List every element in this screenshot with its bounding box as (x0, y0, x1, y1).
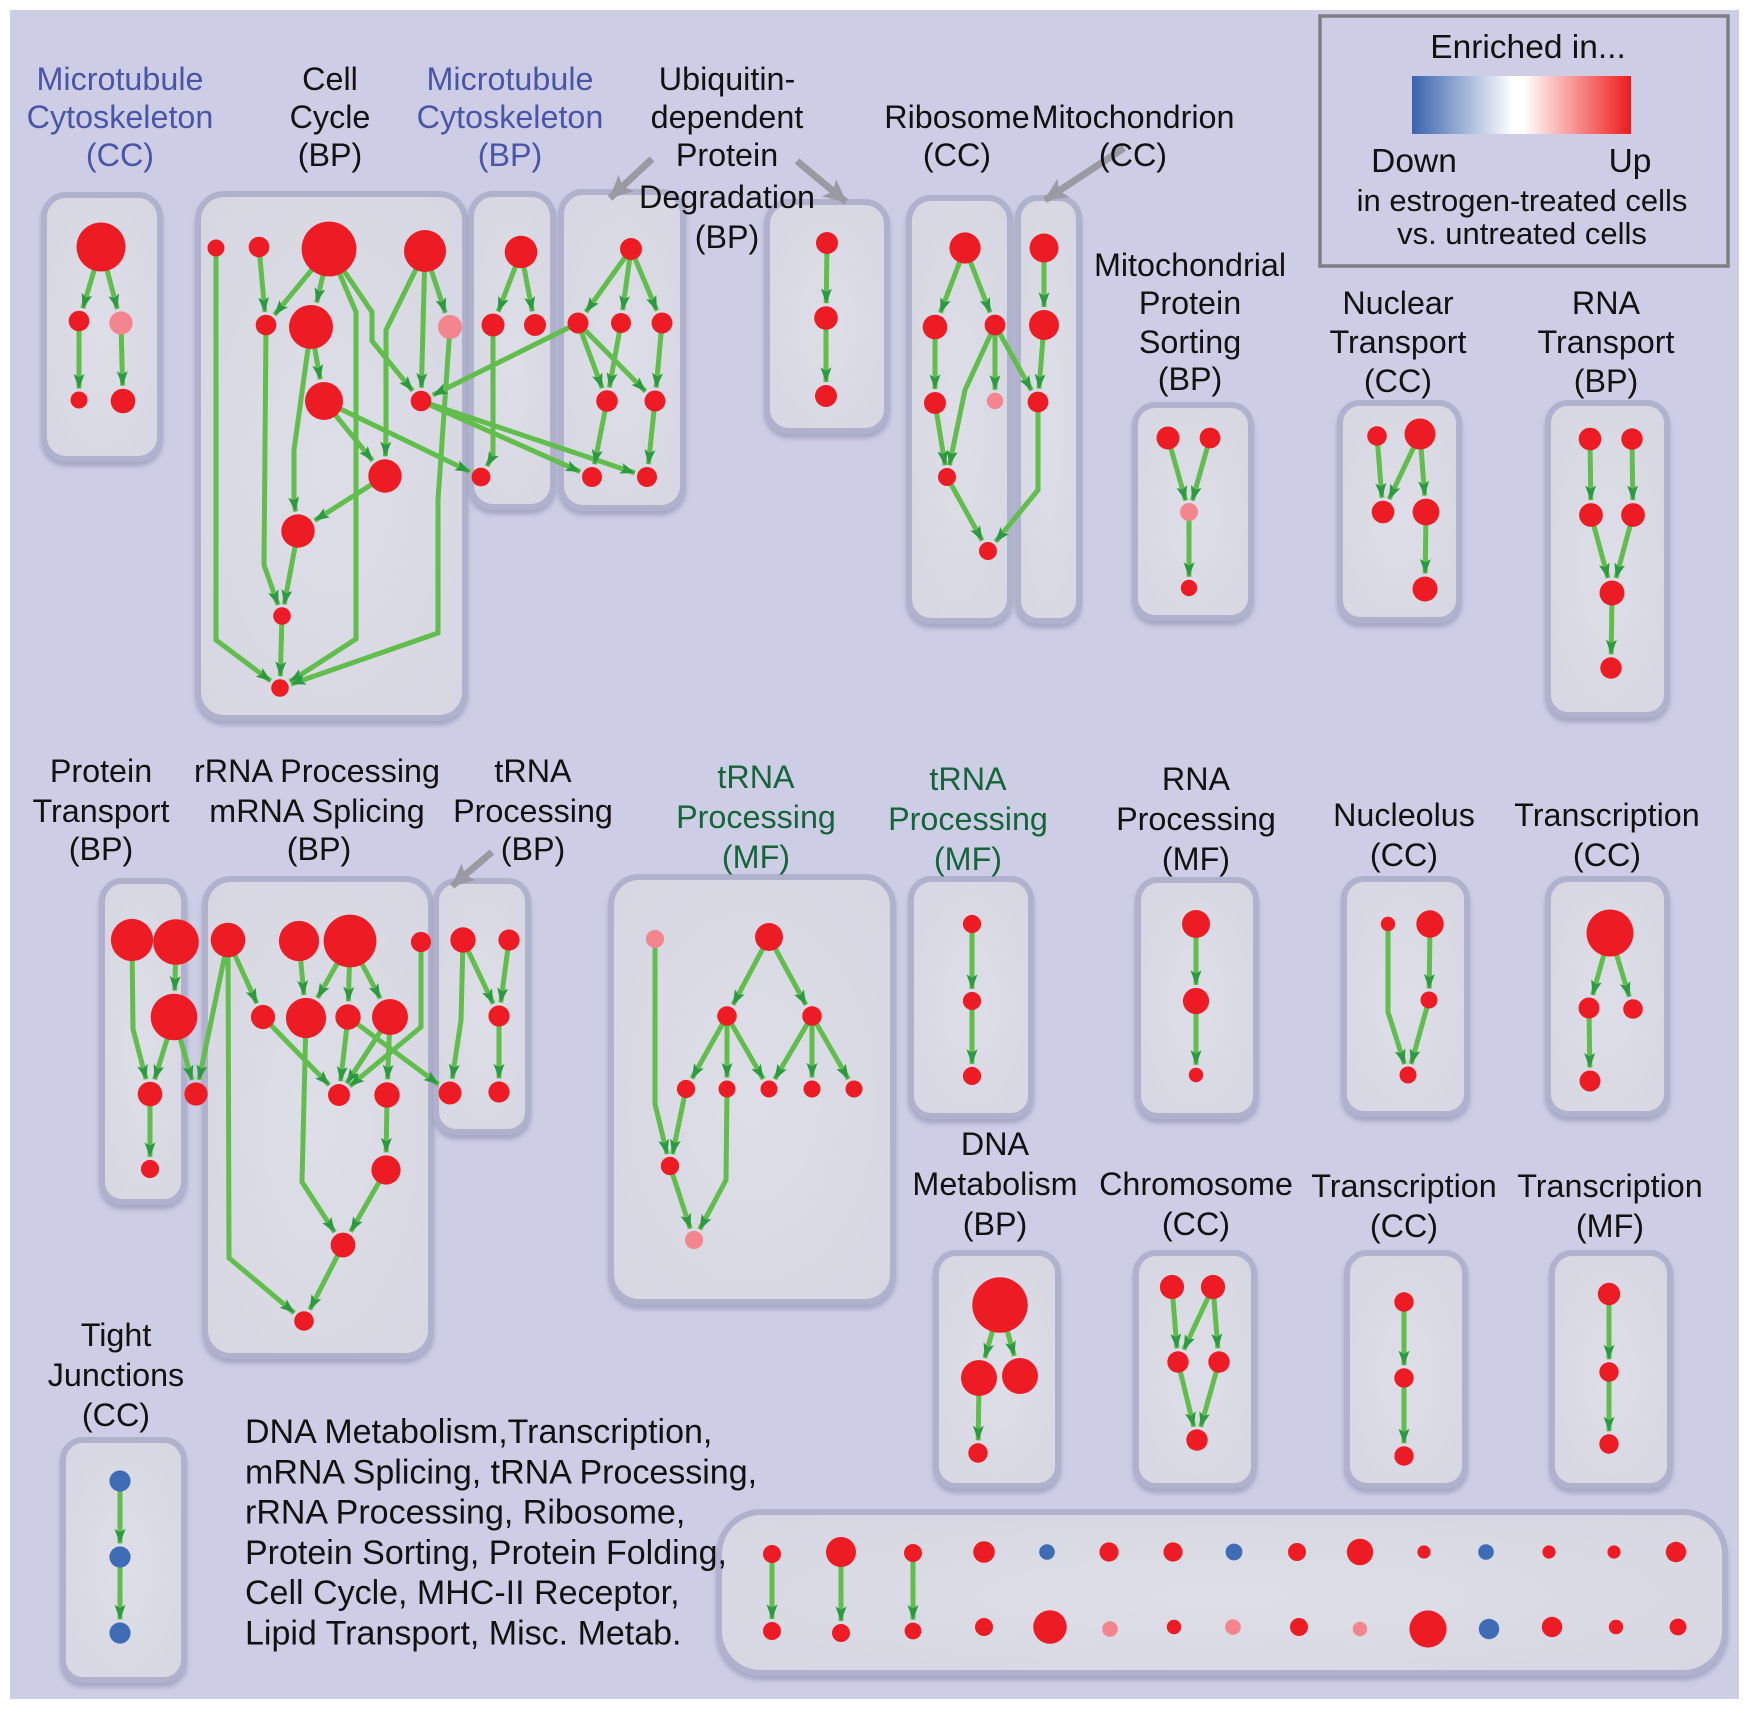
svg-text:Cytoskeleton: Cytoskeleton (27, 99, 214, 135)
svg-text:Processing: Processing (888, 801, 1048, 837)
svg-text:Transcription: Transcription (1311, 1168, 1496, 1204)
svg-text:RNA: RNA (1572, 285, 1641, 321)
svg-text:(MF): (MF) (1162, 841, 1230, 877)
svg-text:rRNA Processing, Ribosome,: rRNA Processing, Ribosome, (245, 1494, 685, 1532)
svg-text:tRNA: tRNA (717, 759, 795, 795)
svg-text:mRNA Splicing, tRNA Processing: mRNA Splicing, tRNA Processing, (245, 1453, 757, 1491)
svg-text:Metabolism: Metabolism (912, 1166, 1077, 1202)
svg-text:(MF): (MF) (722, 839, 790, 875)
svg-text:Cytoskeleton: Cytoskeleton (417, 99, 604, 135)
svg-text:vs. untreated cells: vs. untreated cells (1397, 216, 1647, 251)
svg-text:Nuclear: Nuclear (1342, 285, 1454, 321)
svg-text:Junctions: Junctions (48, 1357, 184, 1393)
svg-text:Transport: Transport (1537, 324, 1674, 360)
svg-text:Enriched in...: Enriched in... (1430, 29, 1626, 66)
svg-text:DNA: DNA (961, 1126, 1030, 1162)
svg-text:(BP): (BP) (1158, 361, 1223, 397)
svg-text:tRNA: tRNA (929, 761, 1007, 797)
svg-text:(CC): (CC) (1099, 137, 1167, 173)
svg-text:(BP): (BP) (501, 831, 566, 867)
svg-text:Lipid Transport, Misc. Metab.: Lipid Transport, Misc. Metab. (245, 1615, 682, 1653)
svg-text:RNA: RNA (1162, 761, 1231, 797)
svg-text:Transport: Transport (1329, 324, 1466, 360)
svg-text:Nucleolus: Nucleolus (1333, 797, 1475, 833)
svg-text:rRNA Processing: rRNA Processing (194, 753, 440, 789)
svg-text:Ribosome: Ribosome (884, 99, 1029, 135)
svg-text:Microtubule: Microtubule (37, 61, 204, 97)
svg-text:in estrogen-treated cells: in estrogen-treated cells (1357, 183, 1688, 218)
svg-text:tRNA: tRNA (494, 753, 572, 789)
svg-text:Degradation: Degradation (639, 179, 815, 215)
svg-text:(CC): (CC) (1573, 837, 1641, 873)
svg-text:Chromosome: Chromosome (1099, 1166, 1293, 1202)
svg-text:Protein: Protein (1139, 285, 1241, 321)
svg-text:DNA Metabolism,Transcription,: DNA Metabolism,Transcription, (245, 1413, 712, 1451)
svg-text:Protein: Protein (676, 137, 778, 173)
svg-text:(BP): (BP) (287, 831, 352, 867)
svg-text:Transport: Transport (32, 793, 169, 829)
svg-text:(MF): (MF) (1576, 1208, 1644, 1244)
svg-text:(BP): (BP) (69, 831, 134, 867)
svg-text:Protein: Protein (50, 753, 152, 789)
svg-text:Processing: Processing (1116, 801, 1276, 837)
svg-text:(CC): (CC) (1364, 363, 1432, 399)
svg-text:Processing: Processing (453, 793, 613, 829)
svg-text:Cell: Cell (302, 61, 358, 97)
svg-text:(BP): (BP) (1574, 363, 1639, 399)
svg-text:mRNA Splicing: mRNA Splicing (209, 793, 424, 829)
svg-text:Mitochondrial: Mitochondrial (1094, 247, 1286, 283)
svg-text:Ubiquitin-: Ubiquitin- (659, 61, 795, 97)
svg-text:Tight: Tight (81, 1317, 152, 1353)
svg-text:Microtubule: Microtubule (427, 61, 594, 97)
svg-text:Mitochondrion: Mitochondrion (1032, 99, 1235, 135)
svg-text:Up: Up (1609, 143, 1652, 180)
svg-text:(BP): (BP) (298, 137, 363, 173)
svg-text:Cycle: Cycle (290, 99, 371, 135)
svg-text:(CC): (CC) (82, 1397, 150, 1433)
svg-text:Down: Down (1371, 143, 1457, 180)
svg-text:Cell Cycle, MHC-II Receptor,: Cell Cycle, MHC-II Receptor, (245, 1574, 680, 1612)
svg-text:(CC): (CC) (1370, 1208, 1438, 1244)
svg-text:(CC): (CC) (923, 137, 991, 173)
svg-text:(MF): (MF) (934, 841, 1002, 877)
svg-text:(CC): (CC) (86, 137, 154, 173)
svg-text:Transcription: Transcription (1517, 1168, 1702, 1204)
svg-text:(BP): (BP) (695, 219, 760, 255)
svg-text:(BP): (BP) (963, 1206, 1028, 1242)
svg-text:Sorting: Sorting (1139, 324, 1241, 360)
svg-text:(CC): (CC) (1162, 1206, 1230, 1242)
svg-text:(BP): (BP) (478, 137, 543, 173)
svg-text:Processing: Processing (676, 799, 836, 835)
svg-text:(CC): (CC) (1370, 837, 1438, 873)
svg-text:Protein Sorting, Protein Foldi: Protein Sorting, Protein Folding, (245, 1534, 727, 1572)
svg-text:dependent: dependent (651, 99, 804, 135)
svg-text:Transcription: Transcription (1514, 797, 1699, 833)
